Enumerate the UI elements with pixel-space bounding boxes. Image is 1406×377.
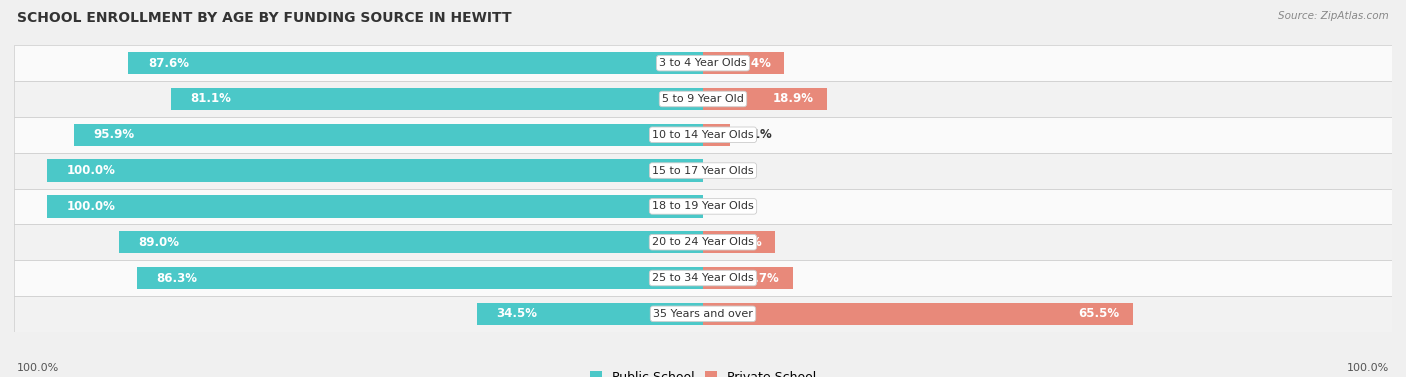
Text: 0.0%: 0.0%	[716, 164, 749, 177]
Bar	[120, 231, 703, 253]
Text: 35 Years and over: 35 Years and over	[652, 309, 754, 319]
Text: 34.5%: 34.5%	[496, 307, 537, 320]
Text: Source: ZipAtlas.com: Source: ZipAtlas.com	[1278, 11, 1389, 21]
Text: 11.0%: 11.0%	[721, 236, 762, 249]
Bar	[136, 267, 703, 289]
Bar	[14, 296, 1392, 332]
Legend: Public School, Private School: Public School, Private School	[585, 366, 821, 377]
Text: 10 to 14 Year Olds: 10 to 14 Year Olds	[652, 130, 754, 140]
Text: 81.1%: 81.1%	[191, 92, 232, 106]
Text: 13.7%: 13.7%	[740, 271, 780, 285]
Text: 3 to 4 Year Olds: 3 to 4 Year Olds	[659, 58, 747, 68]
Bar	[46, 195, 703, 218]
Text: 18 to 19 Year Olds: 18 to 19 Year Olds	[652, 201, 754, 211]
Text: 95.9%: 95.9%	[93, 128, 135, 141]
Text: 87.6%: 87.6%	[148, 57, 188, 70]
Bar	[14, 224, 1392, 260]
Text: 15 to 17 Year Olds: 15 to 17 Year Olds	[652, 166, 754, 176]
Text: 18.9%: 18.9%	[773, 92, 814, 106]
Text: 86.3%: 86.3%	[156, 271, 197, 285]
Bar	[128, 52, 703, 74]
Text: 5 to 9 Year Old: 5 to 9 Year Old	[662, 94, 744, 104]
Bar	[703, 52, 785, 74]
Bar	[46, 159, 703, 182]
Bar	[703, 231, 775, 253]
Text: 20 to 24 Year Olds: 20 to 24 Year Olds	[652, 237, 754, 247]
Bar	[703, 124, 730, 146]
Bar	[14, 153, 1392, 188]
Text: 0.0%: 0.0%	[716, 200, 749, 213]
Text: 89.0%: 89.0%	[139, 236, 180, 249]
Text: 100.0%: 100.0%	[17, 363, 59, 373]
Bar	[14, 117, 1392, 153]
Bar	[14, 45, 1392, 81]
Bar	[14, 188, 1392, 224]
Text: 100.0%: 100.0%	[66, 164, 115, 177]
Text: 100.0%: 100.0%	[66, 200, 115, 213]
Bar	[73, 124, 703, 146]
Text: SCHOOL ENROLLMENT BY AGE BY FUNDING SOURCE IN HEWITT: SCHOOL ENROLLMENT BY AGE BY FUNDING SOUR…	[17, 11, 512, 25]
Text: 25 to 34 Year Olds: 25 to 34 Year Olds	[652, 273, 754, 283]
Bar	[14, 260, 1392, 296]
Bar	[703, 303, 1133, 325]
Bar	[703, 88, 827, 110]
Bar	[477, 303, 703, 325]
Bar	[703, 267, 793, 289]
Text: 100.0%: 100.0%	[1347, 363, 1389, 373]
Bar	[14, 81, 1392, 117]
Text: 65.5%: 65.5%	[1078, 307, 1119, 320]
Text: 12.4%: 12.4%	[730, 57, 772, 70]
Text: 4.1%: 4.1%	[740, 128, 772, 141]
Bar	[172, 88, 703, 110]
